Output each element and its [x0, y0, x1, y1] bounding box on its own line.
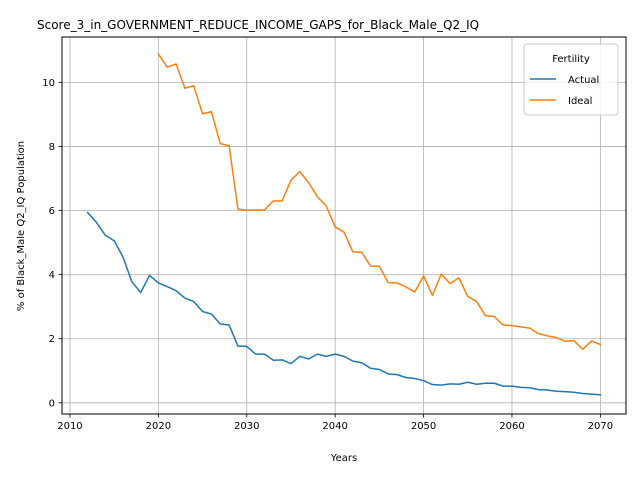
legend: Fertility Actual Ideal [523, 43, 619, 116]
x-tick-label: 2070 [588, 421, 613, 432]
series-line-actual [86, 211, 602, 396]
x-axis-label: Years [330, 453, 357, 464]
y-tick-label: 0 [49, 398, 55, 409]
y-tick-label: 6 [49, 206, 55, 217]
y-tick-label: 2 [49, 334, 55, 345]
x-tick-label: 2060 [499, 421, 524, 432]
y-tick-label: 10 [42, 78, 55, 89]
y-axis-label: % of Black_Male Q2_IQ Population [16, 141, 27, 311]
x-tick-label: 2010 [57, 421, 82, 432]
x-tick-label: 2030 [234, 421, 259, 432]
series-lines [86, 52, 602, 396]
x-tick-label: 2050 [411, 421, 436, 432]
series-line-ideal [157, 52, 602, 351]
y-axis-ticks: 0 2 4 6 8 10 [42, 78, 62, 409]
legend-label-actual: Actual [568, 75, 599, 86]
legend-label-ideal: Ideal [568, 96, 592, 107]
y-tick-label: 4 [49, 270, 55, 281]
plot-frame [61, 36, 627, 415]
x-tick-label: 2020 [146, 421, 171, 432]
y-tick-label: 8 [49, 142, 55, 153]
x-axis-ticks: 2010 2020 2030 2040 2050 2060 2070 [57, 414, 613, 432]
legend-box [523, 43, 619, 116]
chart-title: Score_3_in_GOVERNMENT_REDUCE_INCOME_GAPS… [37, 18, 479, 32]
legend-title: Fertility [552, 54, 590, 65]
x-tick-label: 2040 [322, 421, 347, 432]
